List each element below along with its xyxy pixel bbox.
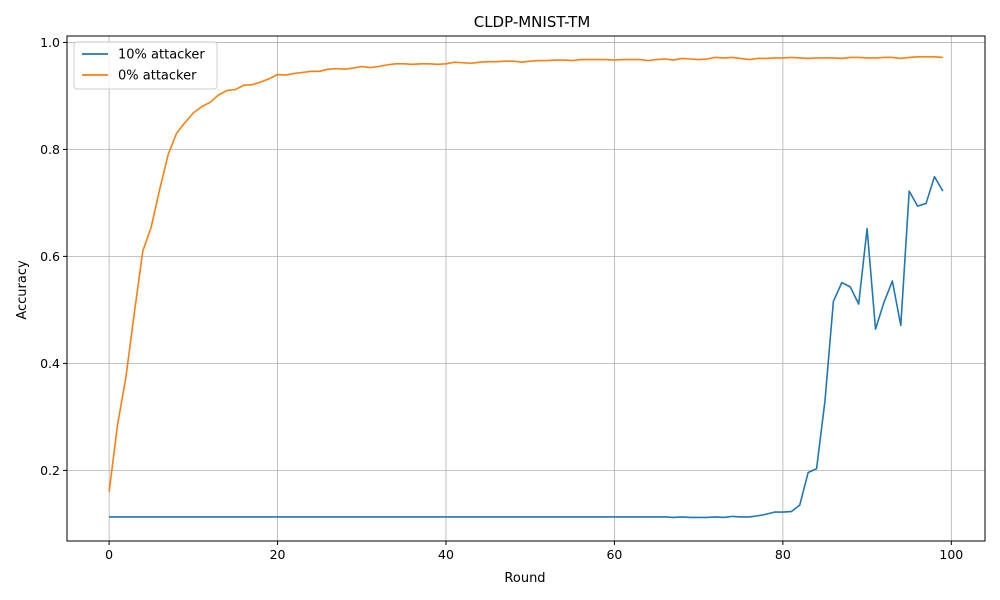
y-tick-label: 0.8 <box>40 142 60 157</box>
x-axis-ticks: 0 20 40 60 80 100 <box>105 541 963 562</box>
y-tick-label: 1.0 <box>40 35 60 50</box>
legend-label: 0% attacker <box>118 69 197 84</box>
x-tick-label: 40 <box>438 547 454 562</box>
y-tick-label: 0.4 <box>40 356 60 371</box>
x-tick-label: 0 <box>105 547 113 562</box>
series-line-zero-percent-attacker <box>108 56 943 492</box>
legend-label: 10% attacker <box>118 48 205 63</box>
x-tick-label: 60 <box>606 547 622 562</box>
chart-title: CLDP-MNIST-TM <box>474 13 591 31</box>
plot-frame <box>66 35 986 542</box>
legend: 10% attacker 0% attacker <box>73 41 218 90</box>
y-tick-label: 0.2 <box>40 463 60 478</box>
legend-box <box>73 41 218 90</box>
y-axis-ticks: 0.2 0.4 0.6 0.8 1.0 <box>40 35 67 478</box>
x-tick-label: 100 <box>939 547 963 562</box>
x-tick-label: 80 <box>775 547 791 562</box>
x-axis-label: Round <box>504 571 545 586</box>
y-axis-label: Accuracy <box>15 260 30 320</box>
series-line-ten-percent-attacker <box>109 175 944 519</box>
x-tick-label: 20 <box>270 547 286 562</box>
y-tick-label: 0.6 <box>40 249 60 264</box>
series-lines <box>108 56 944 519</box>
grid-lines <box>67 36 985 541</box>
